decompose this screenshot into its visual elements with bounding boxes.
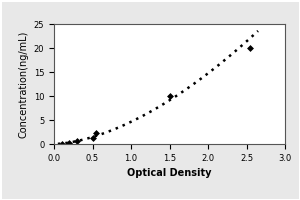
X-axis label: Optical Density: Optical Density bbox=[127, 168, 212, 178]
Y-axis label: Concentration(ng/mL): Concentration(ng/mL) bbox=[18, 30, 28, 138]
